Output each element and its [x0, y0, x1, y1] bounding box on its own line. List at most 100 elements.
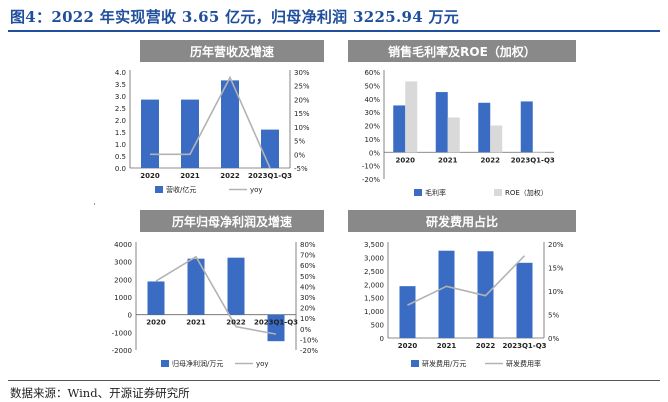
right-tick-label: 40%: [300, 283, 316, 291]
category-label: 2021: [438, 156, 458, 164]
category-label: 2023Q1-Q3: [254, 319, 298, 327]
left-tick-label: 2000: [114, 276, 132, 284]
category-label: 2020: [396, 156, 416, 164]
left-tick-label: -1000: [112, 329, 132, 337]
left-tick-label: 10%: [364, 136, 380, 144]
legend-label: yoy: [256, 360, 269, 368]
category-label: 2022: [476, 342, 496, 350]
right-tick-label: -20%: [300, 347, 318, 355]
right-tick-label: 60%: [300, 262, 316, 270]
category-label: 2023Q1-Q3: [502, 342, 546, 350]
chart-title-bg: [140, 210, 324, 232]
category-label: 2021: [437, 342, 457, 350]
bottom-rule: [8, 380, 660, 381]
legend-label: 营收/亿元: [166, 185, 196, 194]
legend-swatch: [411, 360, 419, 367]
bar-研发费用/万元-2023Q1-Q3: [516, 262, 533, 338]
bar-归母净利润/万元-2023Q1-Q3: [267, 314, 285, 342]
legend-label: ROE（加权）: [505, 188, 548, 197]
line-yoy: [155, 255, 277, 335]
bar-ROE（加权）-2020: [405, 81, 418, 153]
legend-label: yoy: [250, 186, 263, 194]
bar-ROE（加权）-2022: [490, 125, 503, 153]
bar-归母净利润/万元-2022: [227, 257, 245, 315]
chart-title: 研发费用占比: [426, 214, 498, 229]
bar-研发费用/万元-2021: [438, 250, 455, 338]
left-tick-label: 2,500: [364, 268, 384, 276]
right-tick-label: 30%: [294, 69, 310, 77]
bar-营收/亿元-2023Q1-Q3: [261, 129, 279, 168]
chart-margin: 销售毛利率及ROE（加权） -20% -10% 0% 10% 20% 30% 40% 50% 60…: [348, 40, 576, 197]
title-rule: [8, 30, 660, 32]
legend-swatch: [494, 189, 502, 196]
left-tick-label: 1,500: [364, 295, 384, 303]
right-tick-label: 15%: [548, 265, 564, 273]
right-tick-label: 50%: [300, 273, 316, 281]
bar-营收/亿元-2022: [221, 80, 239, 168]
left-tick-label: 3,000: [364, 254, 384, 262]
source-note: 数据来源：Wind、开源证券研究所: [10, 386, 190, 400]
legend-swatch: [161, 360, 169, 367]
category-label: 2020: [146, 319, 166, 327]
left-tick-label: 1.0: [115, 141, 126, 149]
left-tick-label: 0%: [369, 149, 380, 157]
legend-label: 毛利率: [425, 188, 446, 197]
left-tick-label: 0.0: [115, 165, 126, 173]
category-label: 2020: [398, 342, 418, 350]
left-tick-label: 2.5: [115, 105, 126, 113]
legend-label: 研发费用率: [506, 359, 541, 368]
legend-swatch: [155, 186, 163, 193]
left-tick-label: 3.0: [115, 93, 126, 101]
bar-毛利率-2020: [393, 105, 406, 153]
bar-ROE（加权）-2023Q1-Q3: [532, 152, 545, 153]
right-tick-label: 20%: [548, 241, 564, 249]
left-tick-label: -10%: [362, 163, 380, 171]
left-tick-label: 0.5: [115, 153, 126, 161]
bar-归母净利润/万元-2021: [187, 258, 205, 315]
left-tick-label: 0: [128, 312, 132, 320]
bar-研发费用/万元-2020: [399, 286, 416, 338]
line-研发费用率: [407, 255, 526, 306]
left-tick-label: 60%: [364, 69, 380, 77]
stray-marker: ·: [93, 200, 96, 210]
legend-swatch: [414, 189, 422, 196]
left-tick-label: 1000: [114, 294, 132, 302]
left-tick-label: 4.0: [115, 69, 126, 77]
chart-rnd: 研发费用占比 0 500 1,000 1,500 2,000 2,500 3,000 3,500…: [348, 210, 576, 368]
chart-title-bg: [348, 210, 576, 232]
right-tick-label: 80%: [300, 241, 316, 249]
legend-label: 归母净利润/万元: [172, 359, 223, 368]
left-tick-label: 3000: [114, 259, 132, 267]
right-tick-label: -5%: [294, 165, 308, 173]
right-tick-label: 10%: [294, 124, 310, 132]
left-tick-label: 20%: [364, 123, 380, 131]
right-tick-label: 20%: [294, 96, 310, 104]
category-label: 2020: [140, 172, 160, 180]
right-tick-label: 30%: [300, 294, 316, 302]
left-tick-label: 50%: [364, 82, 380, 90]
right-tick-label: -10%: [300, 336, 318, 344]
right-tick-label: 0%: [294, 151, 305, 159]
right-tick-label: 20%: [300, 305, 316, 313]
left-tick-label: 40%: [364, 96, 380, 104]
category-label: 2023Q1-Q3: [248, 172, 292, 180]
left-tick-label: -2000: [112, 347, 132, 355]
category-label: 2023Q1-Q3: [511, 156, 555, 164]
left-tick-label: 2,000: [364, 281, 384, 289]
bar-营收/亿元-2020: [141, 99, 159, 168]
bar-归母净利润/万元-2020: [147, 281, 165, 315]
left-tick-label: 0: [380, 335, 384, 343]
right-tick-label: 15%: [294, 110, 310, 118]
left-tick-label: 1,000: [364, 308, 384, 316]
bar-毛利率-2022: [478, 102, 491, 153]
right-tick-label: 5%: [548, 312, 559, 320]
right-tick-label: 70%: [300, 252, 316, 260]
category-label: 2022: [220, 172, 240, 180]
chart-netprofit: 历年归母净利润及增速 -2000 -1000 0 1000 2000 3000 4000 -20…: [112, 210, 324, 368]
category-label: 2021: [180, 172, 200, 180]
left-tick-label: 4000: [114, 241, 132, 249]
category-label: 2022: [481, 156, 501, 164]
chart-title-bg: [140, 40, 324, 62]
left-tick-label: 1.5: [115, 129, 126, 137]
right-tick-label: 25%: [294, 83, 310, 91]
